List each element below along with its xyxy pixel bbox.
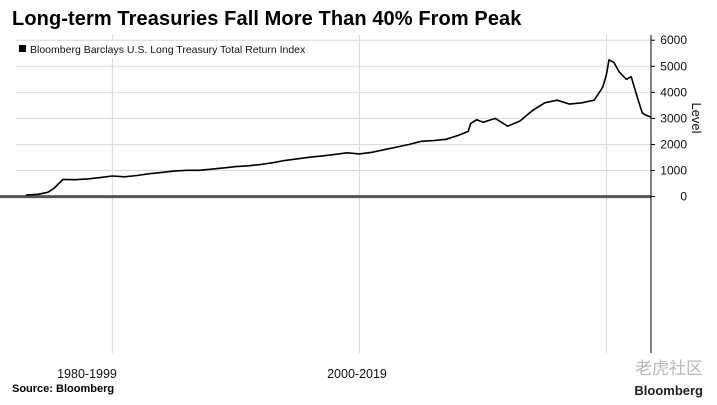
source-note: Source: Bloomberg — [12, 383, 115, 395]
watermark-community-text: 老虎社区 — [635, 359, 703, 378]
x-period-label-2000-2019: 2000-2019 — [327, 367, 387, 381]
y-tick-label: 6000 — [660, 33, 687, 47]
x-period-label-1980-1999: 1980-1999 — [57, 367, 117, 381]
period-dividers — [111, 35, 608, 353]
y-tick-label: 4000 — [660, 85, 687, 99]
y-axis-ticks: 0 1000 2000 3000 4000 5000 6000 — [651, 33, 687, 204]
y-tick-label: 1000 — [660, 164, 687, 178]
y-axis-title: Level — [689, 102, 704, 133]
legend-label: Bloomberg Barclays U.S. Long Treasury To… — [30, 44, 306, 56]
series-line — [25, 59, 652, 196]
y-tick-label: 0 — [680, 190, 687, 204]
y-tick-label: 2000 — [660, 137, 687, 151]
legend-box — [15, 41, 321, 58]
gridlines — [16, 39, 651, 172]
chart-title: Long-term Treasuries Fall More Than 40% … — [12, 8, 522, 30]
y-tick-label: 5000 — [660, 59, 687, 73]
legend-swatch — [19, 45, 26, 52]
bloomberg-logo-text: Bloomberg — [634, 383, 703, 398]
watermark: 老虎社区 Bloomberg — [634, 354, 703, 398]
y-tick-label: 3000 — [660, 111, 687, 125]
